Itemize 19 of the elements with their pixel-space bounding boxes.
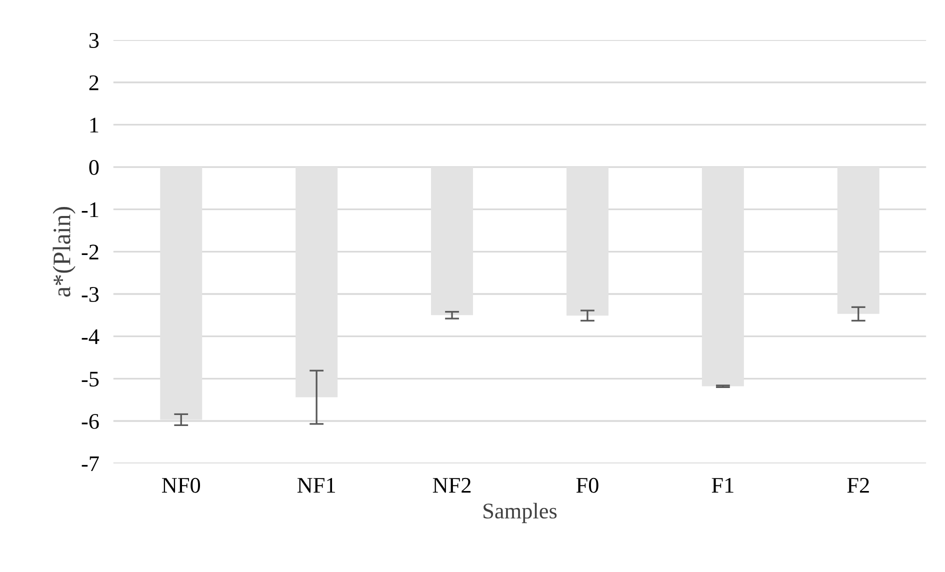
x-tick-label: NF0 bbox=[162, 478, 200, 493]
y-axis-title: a*(Plain) bbox=[52, 206, 76, 297]
y-tick-label: -2 bbox=[82, 244, 98, 260]
y-tick-label: -4 bbox=[82, 329, 100, 344]
x-tick-label: F1 bbox=[712, 478, 734, 493]
y-tick-label: 3 bbox=[89, 33, 99, 48]
y-tick-label: -6 bbox=[82, 414, 99, 429]
y-tick-label: 0 bbox=[89, 160, 99, 175]
x-tick-label: F2 bbox=[847, 478, 869, 493]
y-tick-label: -1 bbox=[82, 202, 98, 218]
y-tick-label: -5 bbox=[82, 372, 99, 387]
x-tick-label: NF2 bbox=[432, 478, 471, 493]
y-tick-label: 1 bbox=[90, 118, 98, 132]
x-tick-label: NF1 bbox=[297, 478, 335, 493]
y-tick-label: 2 bbox=[89, 75, 98, 90]
x-axis-title: Samples bbox=[484, 502, 557, 524]
y-tick-label: -7 bbox=[82, 456, 99, 472]
y-tick-label: -3 bbox=[82, 287, 99, 302]
x-tick-label: F0 bbox=[576, 478, 598, 493]
